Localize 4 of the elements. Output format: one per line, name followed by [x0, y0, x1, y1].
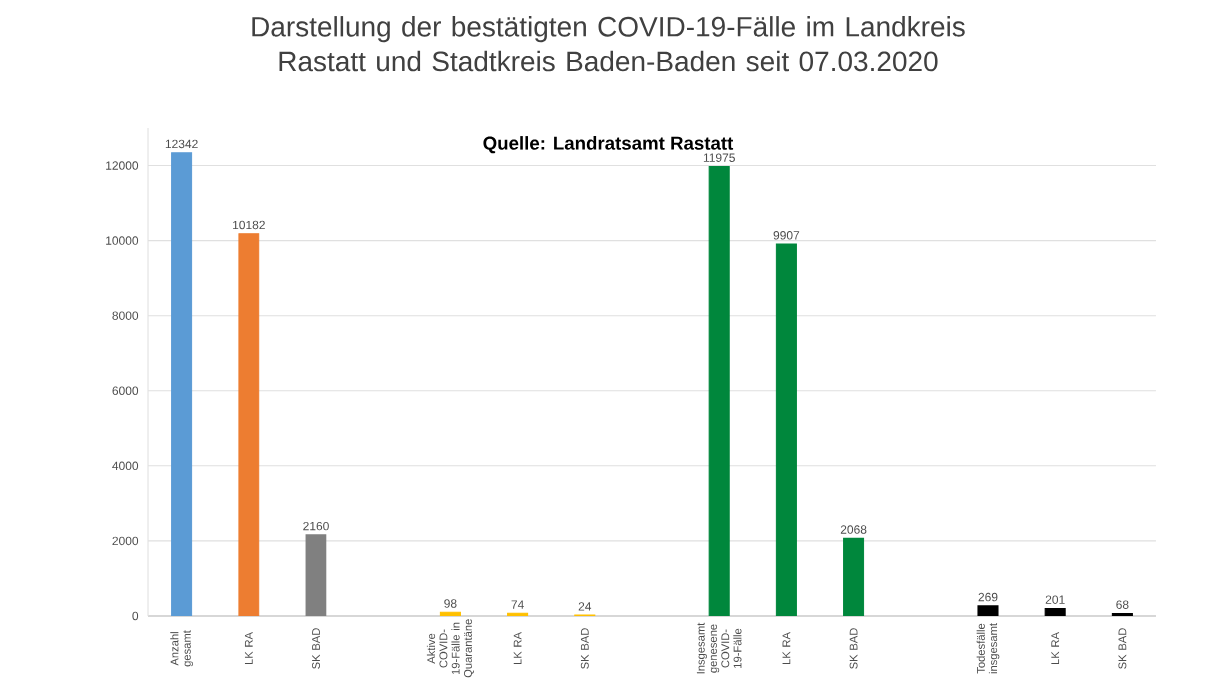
- bar: [305, 534, 327, 616]
- chart-title: Darstellung der bestätigten COVID-19-Fälle im Landkreis Rastatt und Stadtkreis Baden-Baden seit 07.03.2020: [252, 16, 965, 72]
- annotation: Quelle: Landratsamt Rastatt: [483, 136, 734, 154]
- bar: [238, 233, 260, 616]
